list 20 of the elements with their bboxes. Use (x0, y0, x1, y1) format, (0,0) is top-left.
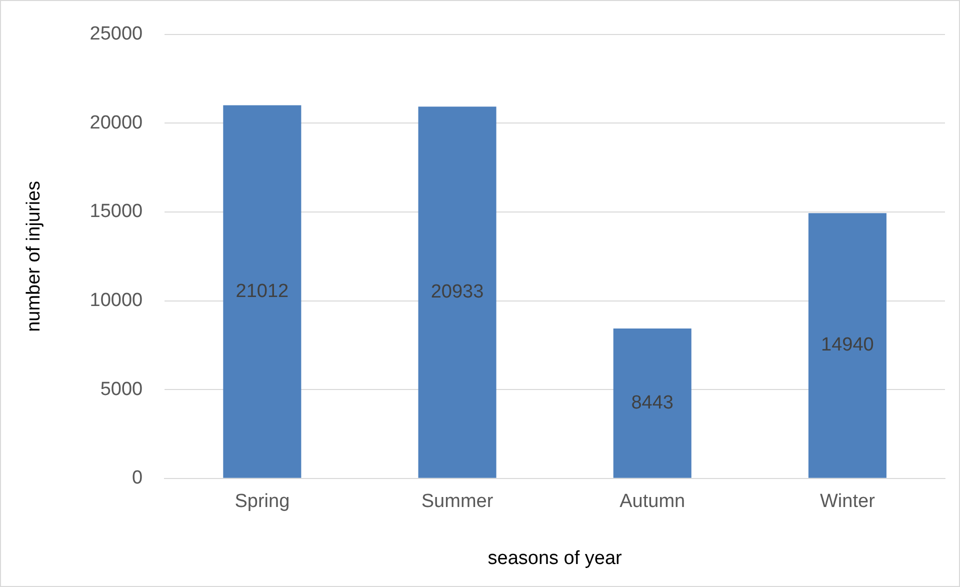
bar (808, 213, 886, 478)
y-tick-label: 5000 (100, 378, 143, 400)
y-tick-label: 10000 (90, 290, 143, 312)
data-label: 14940 (821, 334, 874, 356)
data-label: 21012 (236, 280, 289, 302)
x-tick-label: Spring (234, 491, 290, 512)
y-tick-label: 15000 (90, 201, 143, 222)
x-tick-label: Summer (421, 491, 494, 512)
y-tick-label: 20000 (90, 112, 143, 134)
bar (223, 105, 302, 478)
y-tick-label: 0 (132, 468, 143, 489)
y-tick-label: 25000 (90, 24, 143, 45)
y-axis-title: number of injuries (24, 180, 45, 332)
x-tick-label: Autumn (620, 491, 686, 512)
x-tick-label: Winter (820, 491, 876, 512)
bar (418, 106, 496, 478)
data-label: 20933 (430, 282, 484, 302)
x-axis-title: seasons of year (488, 548, 623, 569)
data-label: 8443 (631, 392, 674, 414)
bar (613, 328, 692, 478)
